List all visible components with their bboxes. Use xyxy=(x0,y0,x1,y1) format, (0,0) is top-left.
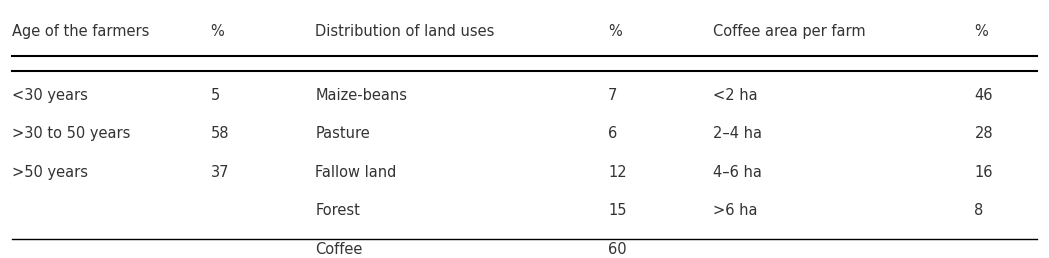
Text: 28: 28 xyxy=(975,126,993,141)
Text: 6: 6 xyxy=(608,126,618,141)
Text: 58: 58 xyxy=(211,126,229,141)
Text: Maize-beans: Maize-beans xyxy=(316,88,407,103)
Text: >30 to 50 years: >30 to 50 years xyxy=(12,126,130,141)
Text: Age of the farmers: Age of the farmers xyxy=(12,24,149,39)
Text: 37: 37 xyxy=(211,165,229,180)
Text: Coffee: Coffee xyxy=(316,241,363,257)
Text: 4–6 ha: 4–6 ha xyxy=(713,165,762,180)
Text: %: % xyxy=(975,24,988,39)
Text: Distribution of land uses: Distribution of land uses xyxy=(316,24,495,39)
Text: >50 years: >50 years xyxy=(12,165,88,180)
Text: %: % xyxy=(211,24,224,39)
Text: %: % xyxy=(608,24,622,39)
Text: 2–4 ha: 2–4 ha xyxy=(713,126,762,141)
Text: Coffee area per farm: Coffee area per farm xyxy=(713,24,865,39)
Text: 5: 5 xyxy=(211,88,220,103)
Text: 16: 16 xyxy=(975,165,992,180)
Text: 12: 12 xyxy=(608,165,627,180)
Text: 15: 15 xyxy=(608,203,626,218)
Text: 46: 46 xyxy=(975,88,992,103)
Text: <30 years: <30 years xyxy=(12,88,88,103)
Text: 60: 60 xyxy=(608,241,627,257)
Text: <2 ha: <2 ha xyxy=(713,88,757,103)
Text: Fallow land: Fallow land xyxy=(316,165,397,180)
Text: 7: 7 xyxy=(608,88,618,103)
Text: Forest: Forest xyxy=(316,203,360,218)
Text: 8: 8 xyxy=(975,203,984,218)
Text: Pasture: Pasture xyxy=(316,126,370,141)
Text: >6 ha: >6 ha xyxy=(713,203,757,218)
